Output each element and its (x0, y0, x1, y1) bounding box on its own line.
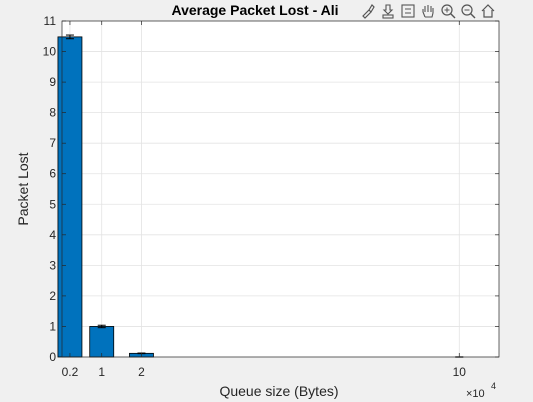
x-tick-label: 10 (453, 365, 467, 379)
x-exponent-power: 4 (491, 381, 496, 391)
x-tick-label: 0.2 (62, 365, 79, 379)
x-exponent-label: ×10 (466, 388, 485, 400)
brush-icon[interactable] (358, 2, 377, 21)
plot-area (62, 21, 499, 357)
y-tick-label: 1 (49, 319, 56, 333)
y-tick-label: 5 (49, 197, 56, 211)
zoom-out-icon[interactable] (458, 2, 477, 21)
bar (57, 36, 83, 358)
y-tick-label: 0 (49, 350, 56, 364)
figure-toolbar (358, 1, 497, 21)
y-ticks: 0 1 2 3 4 5 6 7 8 9 10 11 (43, 14, 499, 364)
zoom-in-icon[interactable] (438, 2, 457, 21)
datatip-icon[interactable] (378, 2, 397, 21)
bar (89, 326, 115, 358)
x-axis-label: Queue size (Bytes) (219, 383, 338, 399)
y-tick-label: 7 (49, 136, 56, 150)
y-tick-label: 4 (49, 228, 56, 242)
x-tick-label: 1 (98, 365, 105, 379)
y-tick-label: 9 (49, 75, 56, 89)
y-tick-label: 10 (43, 45, 57, 59)
chart-title: Average Packet Lost - Ali (171, 2, 338, 18)
y-tick-label: 8 (49, 106, 56, 120)
x-tick-label: 2 (138, 365, 145, 379)
y-tick-label: 6 (49, 167, 56, 181)
y-axis-label: Packet Lost (15, 152, 31, 225)
y-tick-label: 11 (44, 14, 57, 28)
home-icon[interactable] (478, 2, 497, 21)
legend-icon[interactable] (398, 2, 417, 21)
plot-frame (61, 20, 500, 358)
y-tick-label: 2 (49, 289, 56, 303)
y-tick-label: 3 (49, 258, 56, 272)
pan-icon[interactable] (418, 2, 437, 21)
x-ticks: 0.2 1 2 10 (62, 21, 467, 379)
